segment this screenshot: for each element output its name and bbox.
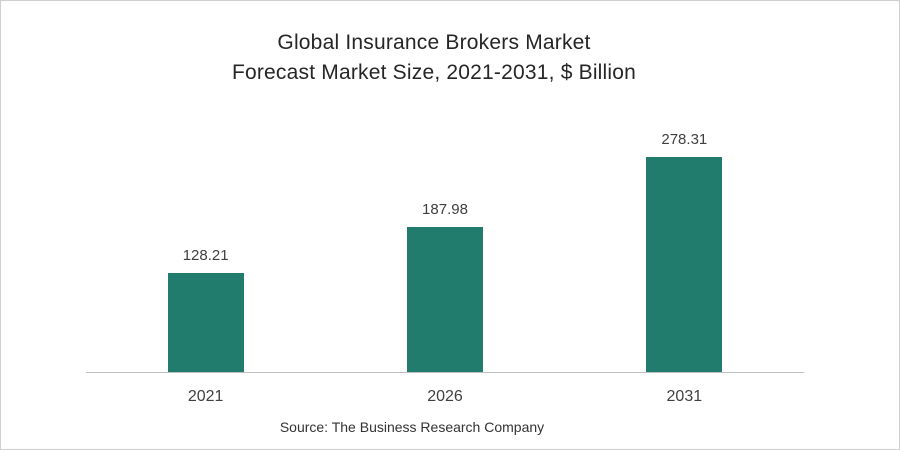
- chart-title-line-1: Global Insurance Brokers Market: [277, 31, 591, 54]
- x-axis-label-2021: 2021: [187, 388, 224, 405]
- bar-value-label-2026: 187.98: [422, 201, 468, 218]
- chart-title-line-2: Forecast Market Size, 2021-2031, $ Billi…: [231, 61, 637, 84]
- chart-title: Global Insurance Brokers Market Forecast…: [1, 28, 867, 88]
- bar-2031: [646, 157, 723, 372]
- x-axis-label-2026: 2026: [427, 388, 463, 405]
- bar-2021: [167, 273, 244, 372]
- bar-value-label-2021: 128.21: [182, 247, 229, 264]
- x-axis-label-2031: 2031: [666, 388, 703, 405]
- bar-2026: [407, 227, 483, 372]
- source-attribution: Source: The Business Research Company: [279, 419, 545, 435]
- x-axis-line: [86, 372, 804, 373]
- bar-value-label-2031: 278.31: [661, 131, 708, 148]
